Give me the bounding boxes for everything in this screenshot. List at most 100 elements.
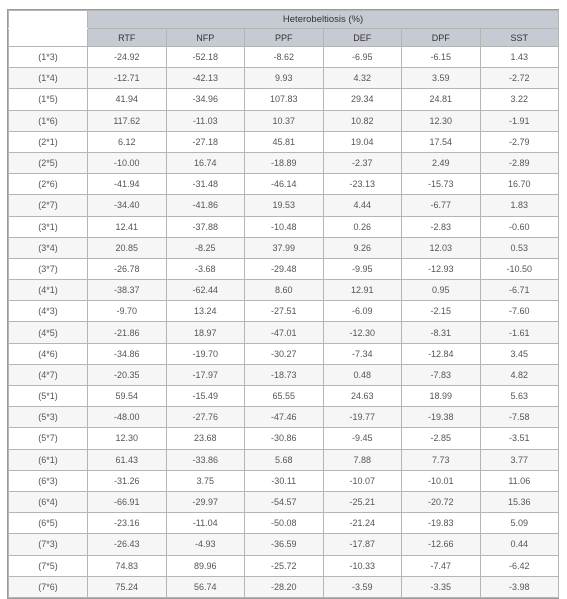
table-cell-nfp: -34.96 <box>165 88 245 111</box>
table-cell-ppf: -8.62 <box>244 45 324 69</box>
table-cell-nfp: 3.75 <box>165 469 245 492</box>
table-cell-dpf: 3.59 <box>401 67 481 90</box>
row-label: (6*4) <box>8 490 88 514</box>
table-body: (1*3) -24.92 -52.18 -8.62 -6.95 -6.15 1.43 (1*4… <box>8 45 560 598</box>
table-cell-dpf: -20.72 <box>401 490 481 514</box>
row-label: (4*7) <box>8 363 88 387</box>
table-cell-def: 4.44 <box>322 194 402 217</box>
table-cell-nfp: -27.76 <box>165 406 245 429</box>
column-header-ppf: PPF <box>244 28 324 47</box>
table-cell-dpf: -19.38 <box>401 406 481 429</box>
table-cell-sst: -3.98 <box>479 575 560 598</box>
table-cell-def: -9.45 <box>322 427 402 450</box>
row-label: (4*5) <box>8 321 88 344</box>
heterobeltiosis-table: Heterobeltiosis (%) RTF NFP PPF DEF DPF SST (… <box>8 10 560 598</box>
row-label: (4*3) <box>8 300 88 323</box>
table-cell-nfp: -52.18 <box>165 45 245 69</box>
row-label: (1*4) <box>8 67 88 90</box>
row-label: (2*5) <box>8 151 88 175</box>
table-cell-dpf: -2.83 <box>401 215 481 238</box>
table-cell-def: -19.77 <box>322 406 402 429</box>
table-cell-nfp: -62.44 <box>165 279 245 302</box>
table-cell-dpf: -3.35 <box>401 575 481 598</box>
table-cell-nfp: -41.86 <box>165 194 245 217</box>
table-cell-ppf: -29.48 <box>244 257 324 281</box>
corner-cell <box>8 10 88 29</box>
table-cell-def: 4.32 <box>322 67 402 90</box>
table-cell-dpf: 17.54 <box>401 130 481 153</box>
table-cell-dpf: 0.95 <box>401 279 481 302</box>
table-row: (1*5) 41.94 -34.96 107.83 29.34 24.81 3.22 <box>8 88 560 111</box>
table-row: (2*1) 6.12 -27.18 45.81 19.04 17.54 -2.79 <box>8 130 560 153</box>
table-cell-dpf: -19.83 <box>401 512 481 535</box>
table-row: (4*1) -38.37 -62.44 8.60 12.91 0.95 -6.71 <box>8 279 560 302</box>
table-cell-sst: -1.61 <box>479 321 560 344</box>
table-cell-nfp: -42.13 <box>165 67 245 90</box>
table-cell-def: 29.34 <box>322 88 402 111</box>
table-cell-dpf: 7.73 <box>401 448 481 471</box>
table-title: Heterobeltiosis (%) <box>86 10 560 29</box>
row-label: (1*3) <box>8 45 88 69</box>
table-cell-sst: -3.51 <box>479 427 560 450</box>
table-cell-sst: 15.36 <box>479 490 560 514</box>
table-title-row: Heterobeltiosis (%) <box>8 10 560 29</box>
table-cell-def: -21.24 <box>322 512 402 535</box>
table-cell-nfp: -27.18 <box>165 130 245 153</box>
table-cell-def: 7.88 <box>322 448 402 471</box>
table-cell-sst: -6.71 <box>479 279 560 302</box>
table-cell-sst: -0.60 <box>479 215 560 238</box>
table-cell-ppf: -18.73 <box>244 363 324 387</box>
table-cell-ppf: -30.11 <box>244 469 324 492</box>
table-cell-dpf: -6.77 <box>401 194 481 217</box>
table-cell-def: -10.07 <box>322 469 402 492</box>
table-cell-dpf: -2.15 <box>401 300 481 323</box>
row-label: (1*6) <box>8 109 88 132</box>
table-cell-def: 24.63 <box>322 384 402 408</box>
table-cell-nfp: -17.97 <box>165 363 245 387</box>
table-cell-dpf: -8.31 <box>401 321 481 344</box>
row-label: (7*3) <box>8 533 88 556</box>
table-row: (6*5) -23.16 -11.04 -50.08 -21.24 -19.83 5.09 <box>8 512 560 535</box>
table-cell-def: -12.30 <box>322 321 402 344</box>
table-cell-nfp: 56.74 <box>165 575 245 598</box>
table-cell-def: -3.59 <box>322 575 402 598</box>
table-cell-nfp: -11.04 <box>165 512 245 535</box>
row-label: (5*1) <box>8 384 88 408</box>
table-cell-def: 0.26 <box>322 215 402 238</box>
table-cell-dpf: 2.49 <box>401 151 481 175</box>
table-cell-rtf: 117.62 <box>87 109 167 132</box>
row-label: (2*6) <box>8 173 88 196</box>
table-cell-rtf: -41.94 <box>87 173 167 196</box>
table-cell-dpf: -6.15 <box>401 45 481 69</box>
table-cell-ppf: -47.46 <box>244 406 324 429</box>
table-cell-nfp: -33.86 <box>165 448 245 471</box>
table-cell-rtf: -21.86 <box>87 321 167 344</box>
table-cell-def: -7.34 <box>322 342 402 365</box>
table-cell-rtf: -26.43 <box>87 533 167 556</box>
table-cell-ppf: 8.60 <box>244 279 324 302</box>
table-cell-rtf: -38.37 <box>87 279 167 302</box>
table-cell-ppf: -47.01 <box>244 321 324 344</box>
table-cell-sst: 3.22 <box>479 88 560 111</box>
table-cell-sst: 3.45 <box>479 342 560 365</box>
column-header-rtf: RTF <box>87 28 167 47</box>
table-cell-ppf: -50.08 <box>244 512 324 535</box>
row-label: (3*7) <box>8 257 88 281</box>
table-cell-def: -2.37 <box>322 151 402 175</box>
table-cell-ppf: 45.81 <box>244 130 324 153</box>
table-cell-rtf: -31.26 <box>87 469 167 492</box>
table-cell-sst: 4.82 <box>479 363 560 387</box>
table-cell-nfp: 13.24 <box>165 300 245 323</box>
table-cell-rtf: -66.91 <box>87 490 167 514</box>
table-cell-sst: -7.60 <box>479 300 560 323</box>
table-row: (4*6) -34.86 -19.70 -30.27 -7.34 -12.84 3.45 <box>8 342 560 365</box>
table-row: (1*3) -24.92 -52.18 -8.62 -6.95 -6.15 1.43 <box>8 45 560 69</box>
table-cell-sst: 5.09 <box>479 512 560 535</box>
table-cell-sst: 1.43 <box>479 45 560 69</box>
table-row: (2*5) -10.00 16.74 -18.89 -2.37 2.49 -2.89 <box>8 151 560 175</box>
table-cell-rtf: -10.00 <box>87 151 167 175</box>
table-cell-rtf: 12.41 <box>87 215 167 238</box>
table-cell-dpf: -7.83 <box>401 363 481 387</box>
table-cell-rtf: 20.85 <box>87 236 167 259</box>
table-cell-def: -23.13 <box>322 173 402 196</box>
